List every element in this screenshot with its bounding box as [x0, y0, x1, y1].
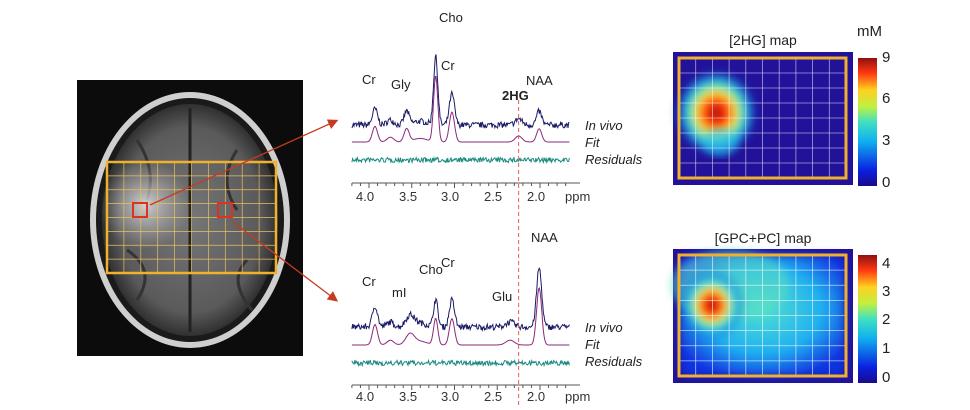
tick-label: 4.0 [356, 189, 375, 204]
map-2hg [673, 52, 853, 185]
peak-label: Gly [391, 77, 411, 92]
tick-label: 3.0 [441, 389, 460, 404]
peak-label: Cr [441, 255, 455, 270]
colorbar-tick: 9 [882, 49, 891, 66]
roi-tumor[interactable] [132, 202, 148, 218]
trace-label-residuals: Residuals [585, 354, 643, 369]
colorbar-tick: 6 [882, 90, 891, 107]
roi-contralateral[interactable] [217, 202, 233, 218]
trace-label-invivo: In vivo [585, 118, 623, 133]
marker-label: 2HG [502, 88, 529, 103]
colorbar-tick: 2 [882, 311, 891, 328]
tick-label: 3.5 [399, 189, 418, 204]
mri-image [77, 80, 303, 356]
colorbar-tick: 1 [882, 340, 891, 357]
tick-label: 2.5 [484, 189, 503, 204]
trace-label-invivo: In vivo [585, 320, 623, 335]
spectrum-contralateral [351, 267, 580, 390]
map-title: [2HG] map [729, 32, 797, 48]
fit-trace [351, 75, 570, 143]
tick-label: 3.5 [399, 389, 418, 404]
peak-label: Cr [362, 274, 376, 289]
peak-label: Cho [439, 10, 463, 25]
residuals-trace [351, 358, 570, 368]
axis-unit: ppm [565, 389, 591, 404]
residuals-trace [351, 155, 570, 165]
trace-label-fit: Fit [585, 337, 600, 352]
trace-label-fit: Fit [585, 135, 600, 150]
invivo-trace [351, 54, 570, 130]
map-gpc-pc [670, 249, 853, 383]
peak-label: NAA [531, 230, 558, 245]
tick-label: 4.0 [356, 389, 375, 404]
colorbar-tick: 4 [882, 255, 891, 272]
spectrum-tumor [351, 54, 580, 188]
tick-label: 2.5 [484, 389, 503, 404]
colorbar-unit: mM [857, 23, 882, 40]
peak-label: mI [392, 285, 407, 300]
peak-label: NAA [526, 73, 553, 88]
axis-unit: ppm [565, 189, 591, 204]
tick-label: 2.0 [527, 389, 546, 404]
tick-label: 3.0 [441, 189, 460, 204]
colorbar-tick: 0 [882, 369, 891, 386]
fit-trace [351, 286, 570, 346]
arrow-bottom [232, 221, 339, 302]
peak-label: Glu [492, 289, 513, 304]
tick-label: 2.0 [527, 189, 546, 204]
arrow-top [149, 119, 339, 206]
colorbar-2hg [858, 58, 877, 186]
colorbar-tick: 3 [882, 283, 891, 300]
peak-label: Cho [419, 262, 443, 277]
trace-label-residuals: Residuals [585, 152, 643, 167]
invivo-trace [351, 267, 570, 332]
colorbar-tick: 0 [882, 174, 891, 191]
map-title: [GPC+PC] map [714, 230, 812, 246]
peak-label: Cr [441, 58, 455, 73]
peak-label: Cr [362, 72, 376, 87]
colorbar-gpc-pc [858, 255, 877, 383]
colorbar-tick: 3 [882, 132, 891, 149]
